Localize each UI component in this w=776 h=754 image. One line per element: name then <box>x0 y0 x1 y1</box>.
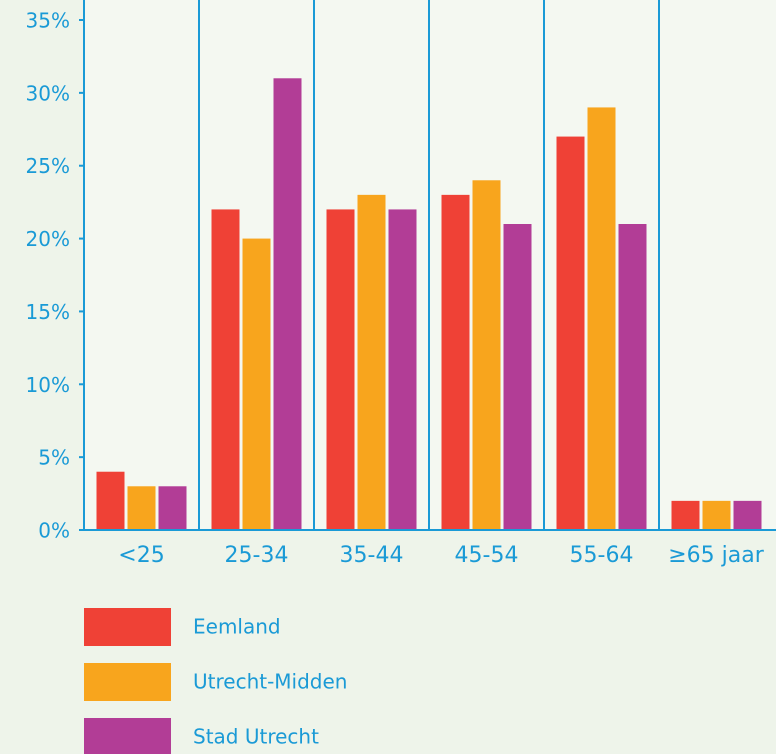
y-tick-label: 35% <box>26 9 70 33</box>
legend-swatch <box>84 718 171 754</box>
legend-swatch <box>84 663 171 701</box>
x-tick-label: 35-44 <box>340 543 404 568</box>
y-tick-label: 20% <box>26 227 70 251</box>
bar <box>388 209 417 530</box>
x-tick-label: 25-34 <box>225 543 289 568</box>
bar <box>96 471 125 530</box>
bar <box>733 500 762 530</box>
y-tick-label: 10% <box>26 373 70 397</box>
legend-label: Eemland <box>193 615 281 639</box>
legend-label: Stad Utrecht <box>193 725 319 749</box>
y-tick-label: 25% <box>26 154 70 178</box>
bar <box>326 209 355 530</box>
bar <box>503 224 532 530</box>
bar <box>158 486 187 530</box>
bar <box>618 224 647 530</box>
y-tick-label: 30% <box>26 81 70 105</box>
bar <box>242 238 271 531</box>
x-tick-label: ≥65 jaar <box>668 543 764 568</box>
bar <box>273 78 302 531</box>
y-tick-label: 5% <box>38 446 70 470</box>
legend-swatch <box>84 608 171 646</box>
bar <box>441 194 470 530</box>
x-tick-label: 55-64 <box>570 543 634 568</box>
bar <box>671 500 700 530</box>
y-tick-label: 15% <box>26 300 70 324</box>
bar <box>702 500 731 530</box>
bar <box>587 107 616 530</box>
x-tick-label: <25 <box>118 543 164 568</box>
legend-label: Utrecht-Midden <box>193 670 347 694</box>
y-tick-label: 0% <box>38 519 70 543</box>
bar <box>127 486 156 530</box>
bar <box>556 136 585 531</box>
bar <box>211 209 240 530</box>
bar <box>357 194 386 530</box>
x-tick-label: 45-54 <box>455 543 519 568</box>
bar <box>472 180 501 531</box>
